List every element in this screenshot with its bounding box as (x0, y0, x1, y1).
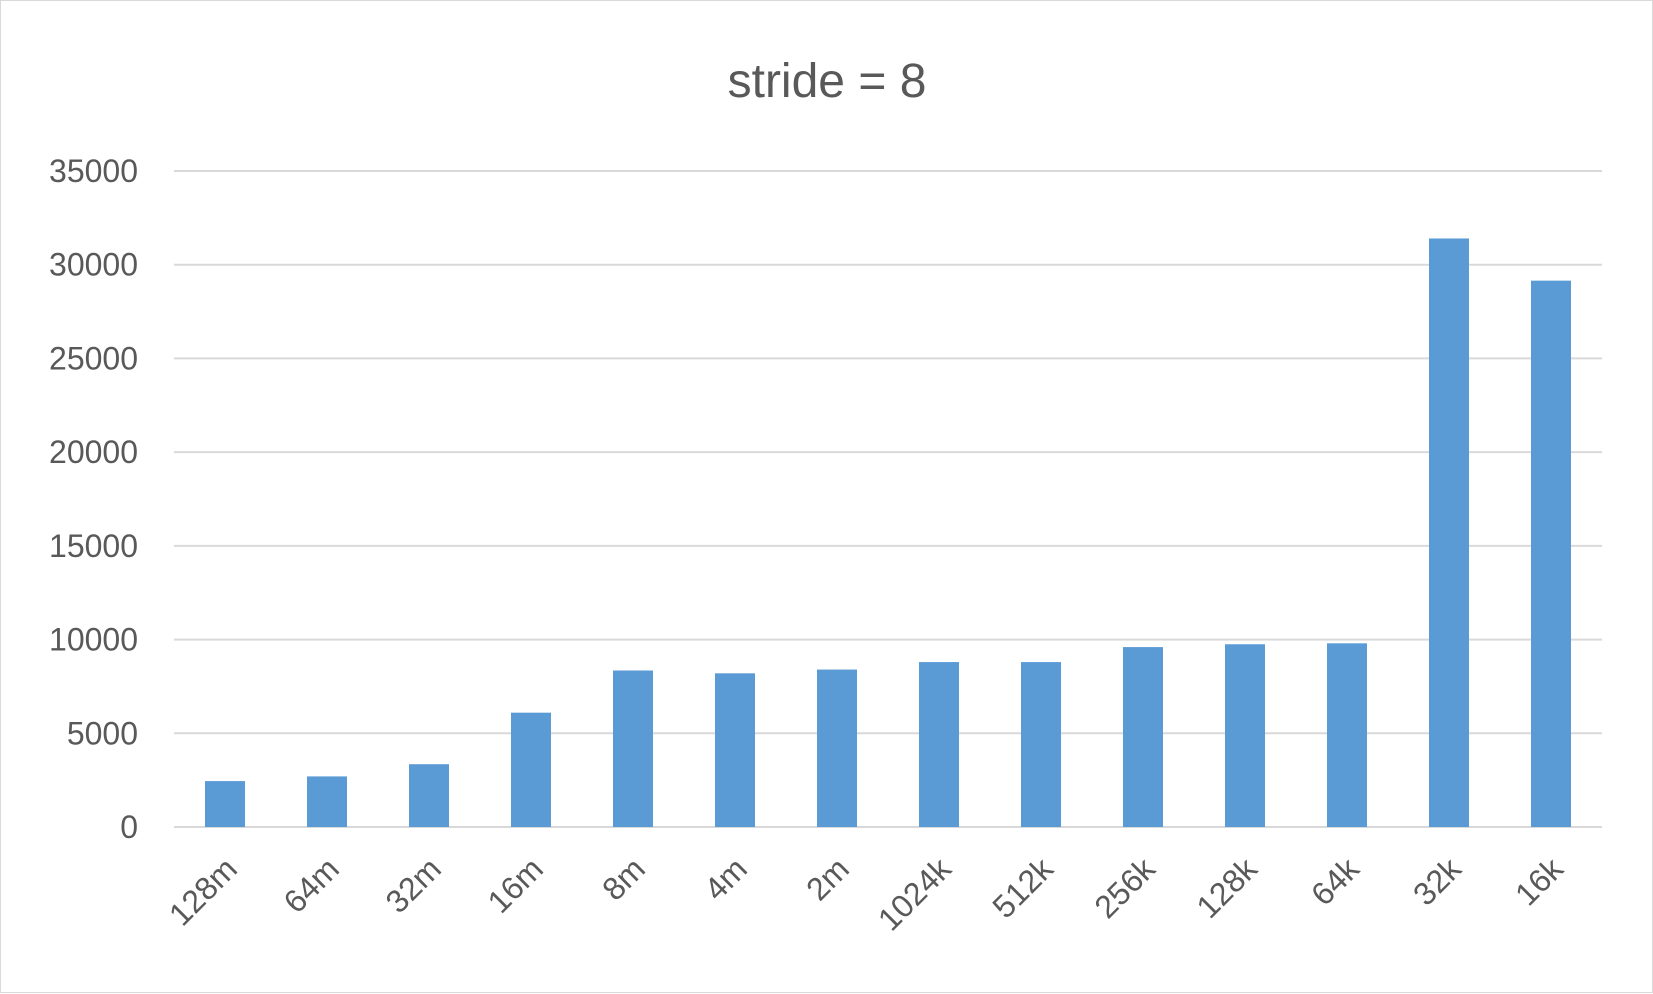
x-tick-label: 64k (1304, 850, 1367, 913)
bar-64m (307, 776, 347, 827)
x-tick-label: 128k (1189, 850, 1264, 925)
y-tick-label: 30000 (49, 247, 138, 283)
bar-32m (409, 764, 449, 827)
bar-256k (1123, 647, 1163, 827)
y-tick-label: 15000 (49, 528, 138, 564)
bars (205, 238, 1571, 827)
x-tick-label: 1024k (871, 850, 959, 938)
x-tick-label: 16k (1508, 850, 1571, 913)
x-tick-label: 256k (1087, 850, 1162, 925)
y-tick-label: 20000 (49, 434, 138, 470)
x-tick-label: 4m (697, 850, 754, 907)
x-tick-label: 512k (985, 850, 1060, 925)
x-tick-label: 2m (799, 850, 856, 907)
bar-32k (1429, 238, 1469, 827)
bar-1024k (919, 662, 959, 827)
x-tick-label: 32m (378, 850, 447, 919)
chart-title: stride = 8 (728, 55, 927, 108)
x-axis-ticks: 128m 64m 32m 16m 8m 4m 2m 1024k 512k 256k 128k 64k 3… (162, 850, 1571, 938)
y-axis-ticks: 0 5000 10000 15000 20000 25000 30000 35000 (49, 153, 138, 845)
bar-128m (205, 781, 245, 827)
x-tick-label: 64m (276, 850, 345, 919)
bar-16m (511, 712, 551, 827)
x-tick-label: 8m (595, 850, 652, 907)
y-tick-label: 10000 (49, 622, 138, 658)
bar-64k (1327, 643, 1367, 827)
x-tick-label: 32k (1406, 850, 1469, 913)
x-tick-label: 16m (480, 850, 549, 919)
x-tick-label: 128m (162, 850, 244, 932)
bar-8m (613, 670, 653, 827)
y-tick-label: 0 (120, 809, 138, 845)
bar-4m (715, 673, 755, 827)
bar-2m (817, 669, 857, 827)
bar-128k (1225, 644, 1265, 827)
y-tick-label: 35000 (49, 153, 138, 189)
gridlines (174, 170, 1602, 828)
bar-16k (1531, 280, 1571, 827)
y-tick-label: 5000 (67, 715, 138, 751)
y-tick-label: 25000 (49, 340, 138, 376)
bar-512k (1021, 662, 1061, 827)
